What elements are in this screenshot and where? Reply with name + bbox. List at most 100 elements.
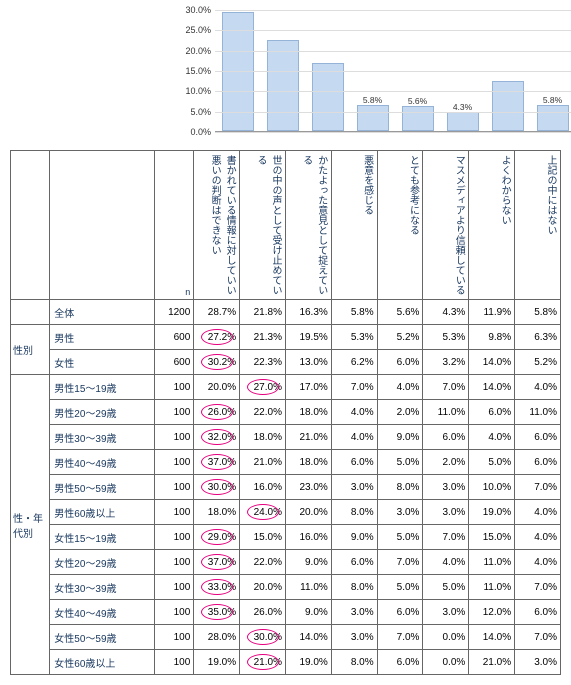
column-header: かたよった意見として捉えている [285, 151, 331, 300]
data-cell: 9.0% [377, 425, 423, 450]
data-cell: 9.0% [285, 600, 331, 625]
data-cell: 3.0% [515, 650, 561, 675]
n-cell: 100 [155, 600, 194, 625]
data-cell: 22.0% [240, 400, 286, 425]
data-cell: 7.0% [377, 550, 423, 575]
table-row: 女性20～29歳10037.0%22.0%9.0%6.0%7.0%4.0%11.… [11, 550, 561, 575]
data-cell: 7.0% [377, 625, 423, 650]
table-row: 女性40～49歳10035.0%26.0%9.0%3.0%6.0%3.0%12.… [11, 600, 561, 625]
data-cell: 4.0% [515, 500, 561, 525]
data-cell: 11.0% [515, 400, 561, 425]
data-cell: 6.0% [423, 425, 469, 450]
group-cell [11, 300, 50, 325]
data-cell: 4.0% [331, 425, 377, 450]
data-cell: 21.0% [240, 450, 286, 475]
data-cell: 14.0% [469, 625, 515, 650]
data-cell: 8.0% [377, 475, 423, 500]
data-cell: 18.0% [240, 425, 286, 450]
data-cell: 4.0% [423, 550, 469, 575]
data-cell: 7.0% [423, 375, 469, 400]
data-cell: 37.0% [194, 550, 240, 575]
table-row: 女性50～59歳10028.0%30.0%14.0%3.0%7.0%0.0%14… [11, 625, 561, 650]
data-cell: 15.0% [240, 525, 286, 550]
data-cell: 19.0% [469, 500, 515, 525]
data-cell: 8.0% [331, 650, 377, 675]
data-cell: 20.0% [194, 375, 240, 400]
data-cell: 3.0% [331, 625, 377, 650]
data-cell: 6.0% [377, 650, 423, 675]
data-cell: 7.0% [515, 575, 561, 600]
data-cell: 3.0% [423, 600, 469, 625]
row-label: 男性50～59歳 [50, 475, 155, 500]
bar [492, 81, 524, 131]
bar-label: 5.6% [408, 96, 427, 106]
data-cell: 19.0% [285, 650, 331, 675]
data-cell: 3.0% [331, 600, 377, 625]
data-cell: 4.0% [515, 375, 561, 400]
data-cell: 6.0% [469, 400, 515, 425]
data-cell: 5.0% [423, 575, 469, 600]
data-cell: 28.7% [194, 300, 240, 325]
row-label: 女性60歳以上 [50, 650, 155, 675]
data-cell: 9.0% [285, 550, 331, 575]
column-header: 上記の中にはない [515, 151, 561, 300]
row-label: 男性40～49歳 [50, 450, 155, 475]
data-cell: 16.0% [240, 475, 286, 500]
column-header: 悪意を感じる [331, 151, 377, 300]
row-label: 男性20～29歳 [50, 400, 155, 425]
y-tick: 10.0% [185, 86, 211, 96]
data-cell: 24.0% [240, 500, 286, 525]
data-cell: 19.5% [285, 325, 331, 350]
y-tick: 15.0% [185, 66, 211, 76]
n-cell: 100 [155, 550, 194, 575]
header-blank-1 [11, 151, 50, 300]
data-cell: 16.3% [285, 300, 331, 325]
data-cell: 2.0% [377, 400, 423, 425]
data-cell: 20.0% [240, 575, 286, 600]
bar [447, 112, 479, 131]
data-cell: 6.0% [515, 425, 561, 450]
data-cell: 6.0% [515, 600, 561, 625]
n-cell: 100 [155, 525, 194, 550]
bar [357, 105, 389, 131]
data-cell: 27.2% [194, 325, 240, 350]
data-cell: 5.0% [377, 525, 423, 550]
data-cell: 18.0% [285, 400, 331, 425]
group-cell: 性・年代別 [11, 375, 50, 675]
data-cell: 11.0% [285, 575, 331, 600]
data-cell: 5.8% [331, 300, 377, 325]
row-label: 男性15～19歳 [50, 375, 155, 400]
data-cell: 21.0% [469, 650, 515, 675]
bar [402, 106, 434, 131]
column-header: よくわからない [469, 151, 515, 300]
data-cell: 7.0% [423, 525, 469, 550]
data-cell: 5.0% [469, 450, 515, 475]
group-cell: 性別 [11, 325, 50, 375]
n-cell: 100 [155, 575, 194, 600]
data-cell: 35.0% [194, 600, 240, 625]
data-cell: 3.0% [331, 475, 377, 500]
data-cell: 11.0% [469, 550, 515, 575]
data-cell: 5.3% [423, 325, 469, 350]
row-label: 女性40～49歳 [50, 600, 155, 625]
data-cell: 17.0% [285, 375, 331, 400]
data-cell: 32.0% [194, 425, 240, 450]
y-tick: 30.0% [185, 5, 211, 15]
data-cell: 14.0% [285, 625, 331, 650]
bar [312, 63, 344, 131]
data-cell: 11.9% [469, 300, 515, 325]
data-cell: 37.0% [194, 450, 240, 475]
table-row: 性別男性60027.2%21.3%19.5%5.3%5.2%5.3%9.8%6.… [11, 325, 561, 350]
data-cell: 15.0% [469, 525, 515, 550]
row-label: 女性30～39歳 [50, 575, 155, 600]
y-tick: 0.0% [190, 127, 211, 137]
table-row: 男性60歳以上10018.0%24.0%20.0%8.0%3.0%3.0%19.… [11, 500, 561, 525]
n-cell: 600 [155, 325, 194, 350]
data-cell: 21.0% [240, 650, 286, 675]
data-cell: 12.0% [469, 600, 515, 625]
data-cell: 6.0% [377, 350, 423, 375]
data-cell: 4.0% [469, 425, 515, 450]
row-label: 男性 [50, 325, 155, 350]
row-label: 全体 [50, 300, 155, 325]
data-cell: 5.2% [515, 350, 561, 375]
